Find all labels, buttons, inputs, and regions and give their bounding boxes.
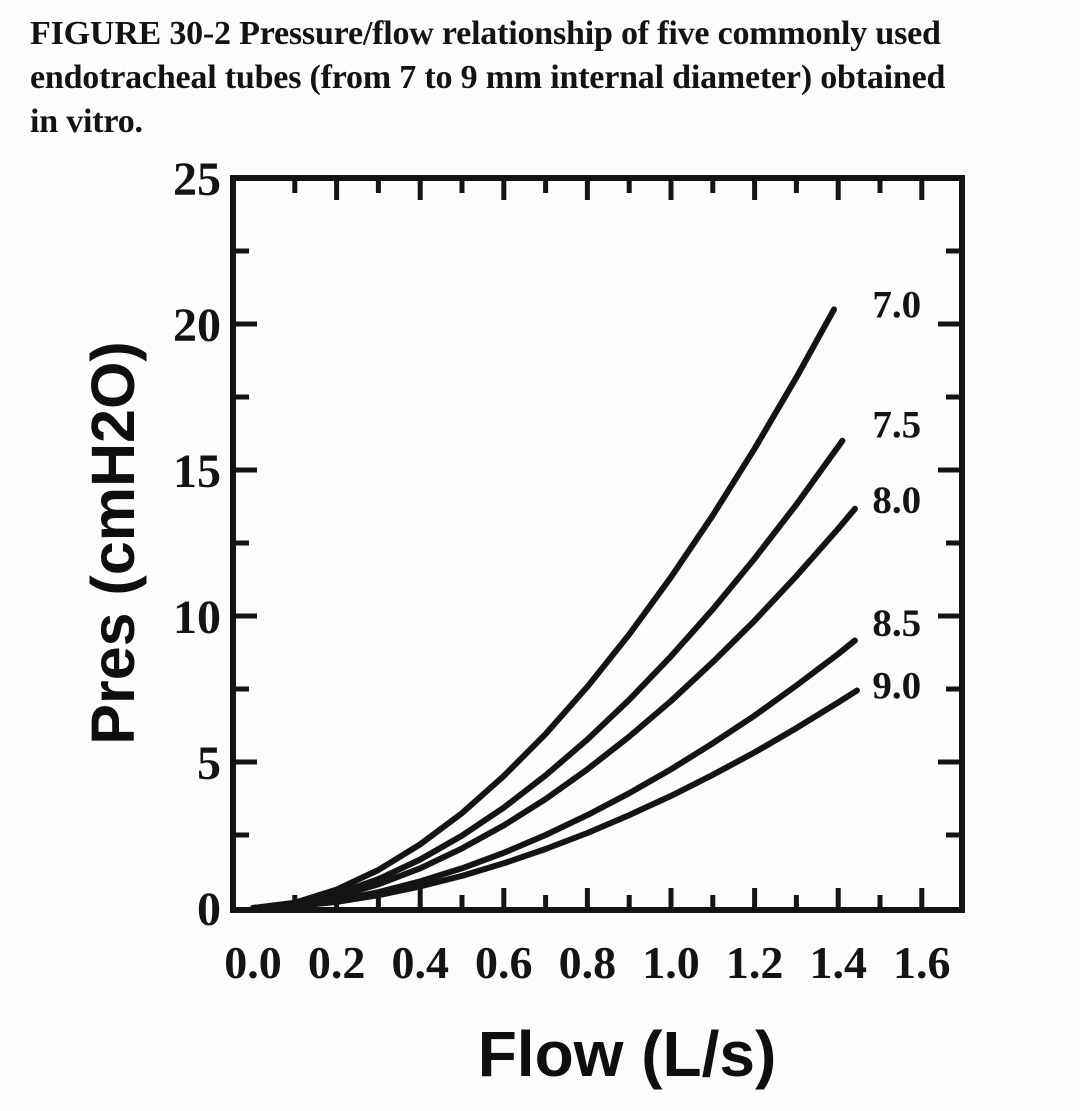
x-tick-label: 1.0	[642, 937, 700, 988]
curve-8.0	[250, 505, 858, 911]
y-tick-label: 0	[197, 883, 221, 936]
x-tick-label: 0.8	[559, 937, 617, 988]
y-axis-title: Pres (cmH2O)	[79, 341, 147, 744]
x-axis-title: Flow (L/s)	[478, 1018, 777, 1090]
axes-frame	[230, 175, 965, 913]
x-tick-label: 0.4	[391, 937, 449, 988]
x-tick-label: 0.0	[224, 937, 282, 988]
x-tick-label: 1.6	[893, 937, 951, 988]
y-tick-label: 10	[173, 591, 221, 644]
curve-label-7.0: 7.0	[872, 284, 921, 327]
curve-labels: 7.0 7.5 8.0 8.5 9.0	[872, 284, 921, 708]
caption-line-1: FIGURE 30-2 Pressure/flow relationship o…	[30, 15, 941, 52]
curve-label-8.5: 8.5	[872, 602, 921, 645]
curve-7.5	[250, 437, 846, 911]
curve-label-7.5: 7.5	[872, 403, 921, 446]
x-tick-label: 0.6	[475, 937, 533, 988]
y-tick-label: 5	[197, 737, 221, 790]
y-tick-label: 25	[173, 153, 221, 206]
axis-tick-labels: 0.0 0.2 0.4 0.6 0.8 1.0 1.2 1.4 1.6 0 5 10 15 20 25	[173, 153, 951, 988]
curve-label-8.0: 8.0	[872, 479, 921, 522]
figure-caption: FIGURE 30-2 Pressure/flow relationship o…	[30, 12, 945, 144]
axis-ticks	[236, 181, 959, 907]
y-tick-label: 15	[173, 445, 221, 498]
x-tick-label: 1.2	[726, 937, 784, 988]
y-tick-label: 20	[173, 299, 221, 352]
caption-line-2: endotracheal tubes (from 7 to 9 mm inter…	[30, 59, 946, 96]
curves	[250, 306, 860, 911]
x-tick-label: 1.4	[809, 937, 867, 988]
curve-8.5	[250, 637, 858, 911]
curve-label-9.0: 9.0	[872, 665, 921, 708]
curve-7.0	[250, 306, 837, 911]
plot-frame	[230, 175, 965, 913]
x-tick-label: 0.2	[308, 937, 366, 988]
curve-9.0	[250, 687, 860, 911]
caption-line-3: in vitro.	[30, 103, 143, 140]
